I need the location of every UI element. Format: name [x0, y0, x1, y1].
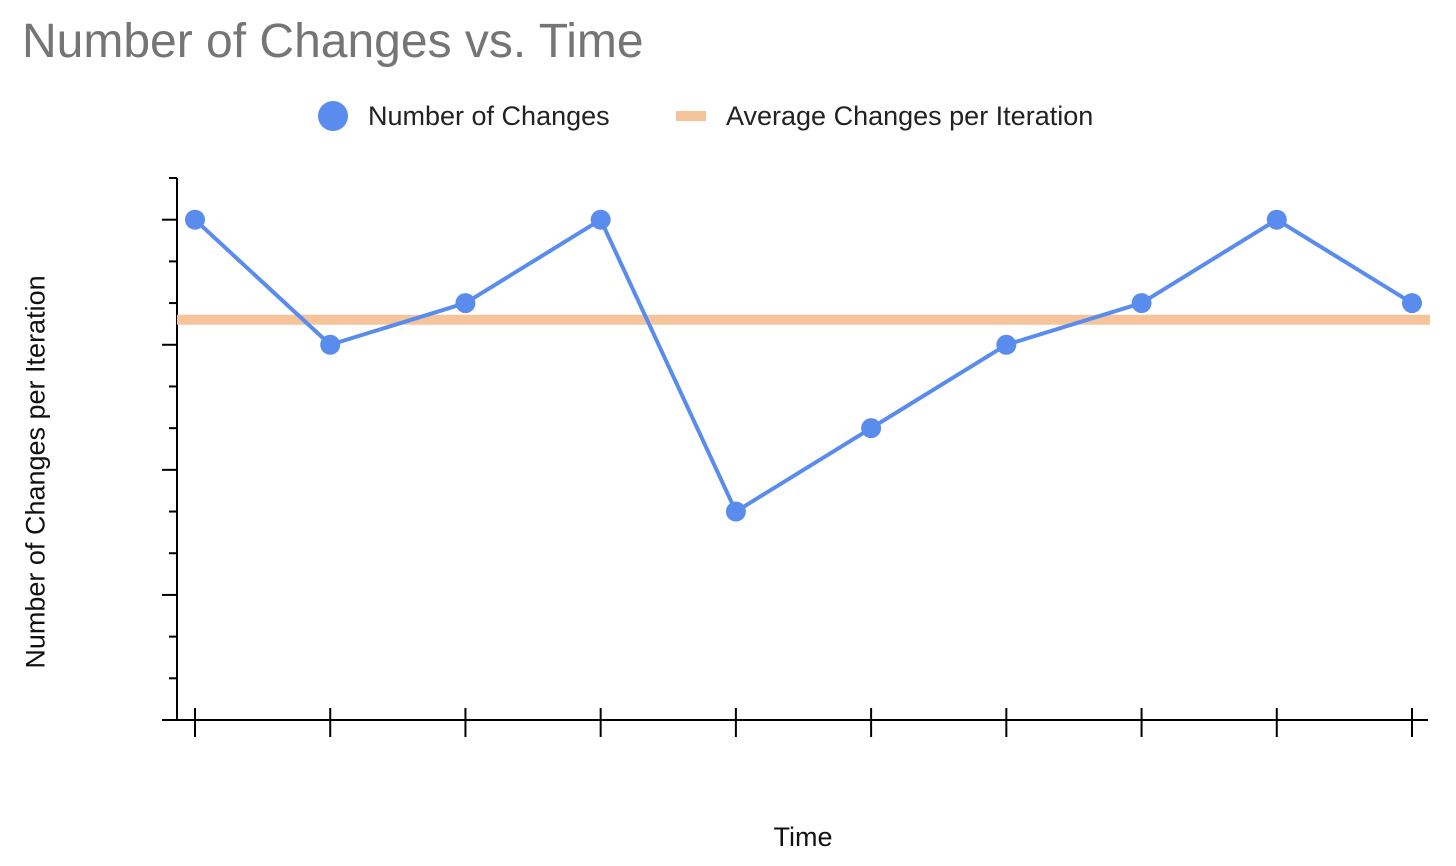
data-point — [1266, 209, 1287, 230]
data-point — [861, 418, 882, 439]
data-point — [1402, 293, 1422, 314]
data-point — [320, 334, 341, 355]
data-point — [725, 501, 746, 522]
data-point — [455, 293, 476, 314]
legend: Number of Changes Average Changes per It… — [0, 96, 1456, 136]
axes — [162, 177, 1428, 737]
legend-swatch-average-changes — [676, 111, 706, 121]
legend-item-average-changes: Average Changes per Iteration — [676, 96, 1093, 136]
legend-item-number-of-changes: Number of Changes — [318, 96, 610, 136]
legend-swatch-number-of-changes — [318, 101, 348, 131]
data-point — [185, 209, 205, 230]
series-layer — [185, 209, 1422, 522]
chart-title: Number of Changes vs. Time — [22, 15, 644, 68]
data-point — [590, 209, 611, 230]
legend-label-number-of-changes: Number of Changes — [368, 100, 610, 131]
number-of-changes-line — [193, 217, 1414, 514]
legend-label-average-changes: Average Changes per Iteration — [726, 100, 1094, 131]
data-point — [996, 334, 1017, 355]
data-point — [1131, 293, 1152, 314]
x-axis-label: Time — [773, 822, 833, 852]
